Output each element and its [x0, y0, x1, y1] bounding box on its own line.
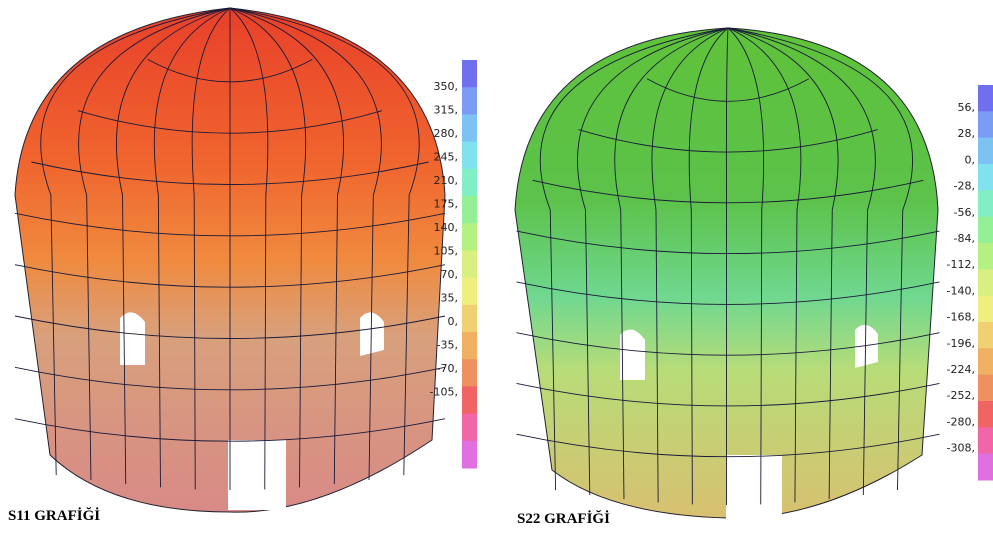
legend-swatch: [462, 114, 477, 142]
legend-swatch: [978, 454, 993, 481]
legend-swatch: [462, 87, 477, 115]
legend-swatch: [978, 322, 993, 349]
legend-label: 56,: [958, 101, 976, 114]
legend-label: 350,: [434, 80, 459, 93]
legend-label: 245,: [434, 151, 459, 164]
legend-label: -280,: [947, 415, 975, 428]
legend-label: -28,: [954, 180, 975, 193]
legend-swatch: [462, 223, 477, 251]
legend-label: 35,: [441, 292, 459, 305]
legend-swatch: [462, 359, 477, 387]
legend-swatch: [978, 296, 993, 323]
legend-label: -105,: [430, 386, 458, 399]
legend-swatch: [462, 142, 477, 170]
legend-swatch: [462, 332, 477, 360]
legend-label: -56,: [954, 206, 975, 219]
legend-swatch: [978, 243, 993, 270]
legend-swatch: [978, 375, 993, 402]
caption: S22 GRAFİĞİ: [517, 510, 610, 527]
legend-label: 315,: [434, 104, 459, 117]
legend-label: -112,: [947, 258, 975, 271]
legend-label: 28,: [958, 127, 976, 140]
legend-label: 105,: [434, 245, 459, 258]
figure: S11 GRAFİĞİ 350, 315, 280, 245, 210, 175, 140, 1…: [0, 0, 993, 533]
legend-swatch: [978, 138, 993, 165]
legend-label: -84,: [954, 232, 975, 245]
legend-swatch: [462, 250, 477, 278]
legend-label: 0,: [965, 153, 976, 166]
legend-swatch: [462, 196, 477, 224]
legend-swatch: [462, 414, 477, 442]
legend-swatch: [462, 60, 477, 88]
legend-swatch: [462, 278, 477, 306]
legend-label: -70,: [437, 362, 458, 375]
legend-swatch: [978, 401, 993, 428]
legend-swatch: [978, 269, 993, 296]
legend-label: 70,: [441, 268, 459, 281]
legend-label: -196,: [947, 337, 975, 350]
legend-swatch: [978, 111, 993, 138]
legend-label: -308,: [947, 442, 975, 455]
legend-label: -224,: [947, 363, 975, 376]
legend-swatch: [978, 85, 993, 112]
legend-label: 175,: [434, 198, 459, 211]
s22-contour: [515, 28, 940, 520]
legend-swatch: [978, 217, 993, 244]
s11-contour: [15, 8, 445, 512]
legend-swatch: [462, 169, 477, 197]
legend-label: 210,: [434, 174, 459, 187]
legend-label: -168,: [947, 311, 975, 324]
legend-swatch: [978, 164, 993, 191]
legend-label: 0,: [448, 315, 459, 328]
legend-label: 280,: [434, 127, 459, 140]
caption: S11 GRAFİĞİ: [8, 507, 100, 524]
legend-swatch: [978, 427, 993, 454]
legend-swatch: [978, 348, 993, 375]
legend-swatch: [462, 441, 477, 469]
legend-label: -252,: [947, 389, 975, 402]
legend-label: 140,: [434, 221, 459, 234]
legend-swatch: [462, 305, 477, 333]
legend-label: -140,: [947, 284, 975, 297]
legend-label: -35,: [437, 339, 458, 352]
legend-swatch: [462, 386, 477, 414]
legend-swatch: [978, 190, 993, 217]
